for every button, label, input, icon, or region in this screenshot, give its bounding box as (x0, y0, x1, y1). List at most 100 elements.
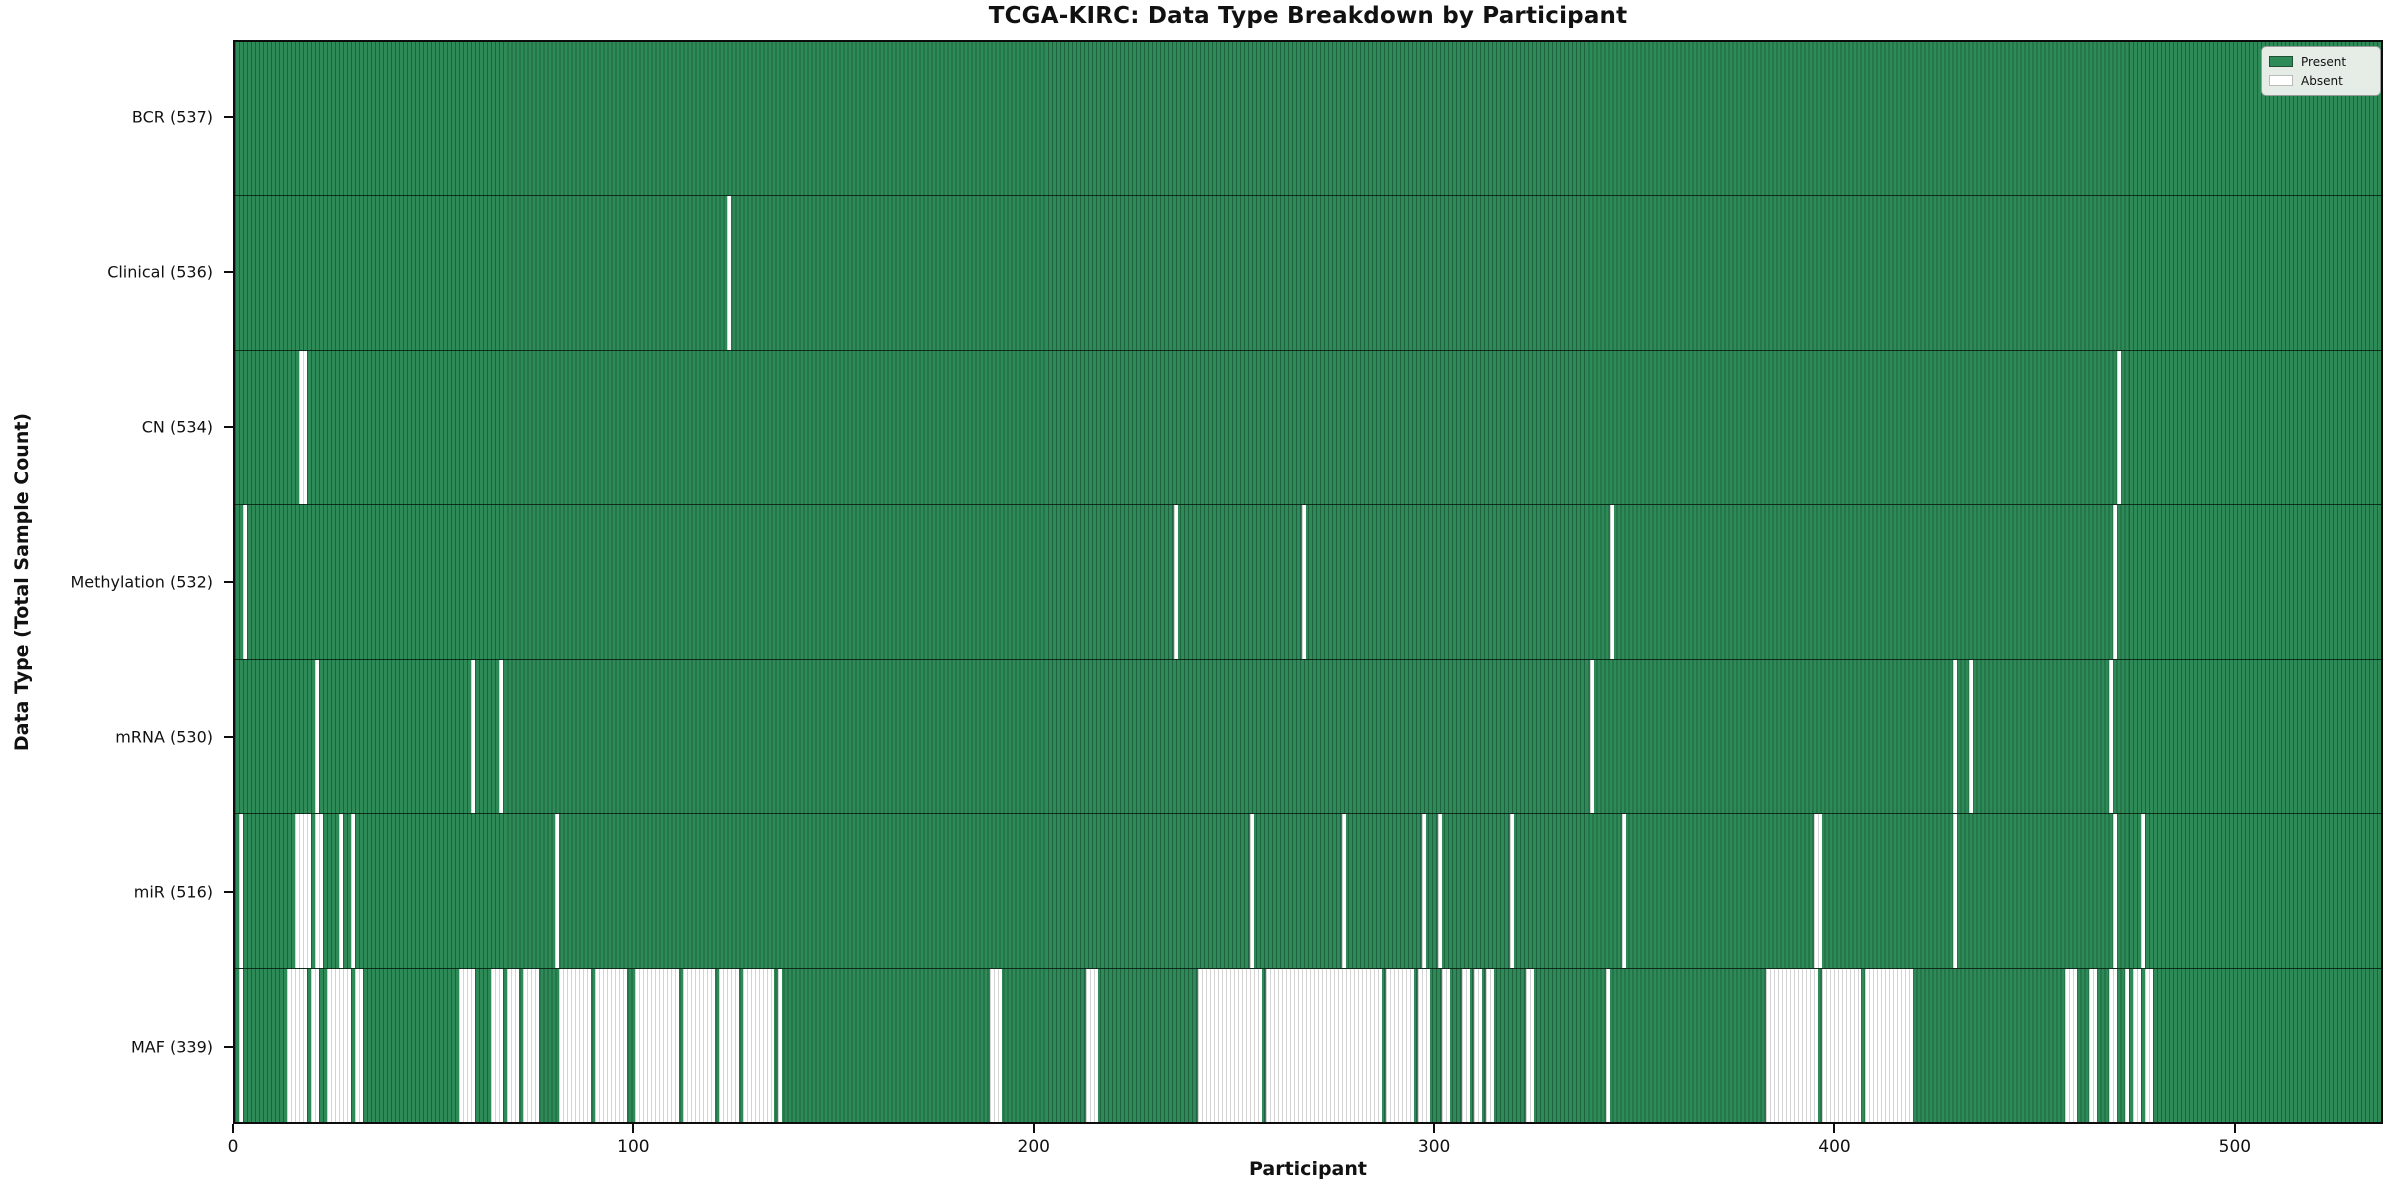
absent-stripe (1086, 968, 1099, 1122)
absent-stripe (2065, 968, 2078, 1122)
y-tick-mark (224, 116, 233, 119)
y-tick-label-cn: CN (534) (141, 417, 213, 437)
plot-area (233, 40, 2383, 1124)
x-tick-label-0: 0 (227, 1137, 239, 1157)
legend: Present Absent (2261, 46, 2381, 96)
y-tick-mark (224, 581, 233, 583)
absent-stripe (1813, 814, 1822, 968)
absent-stripe (1589, 659, 1594, 814)
absent-stripe (1609, 505, 1614, 659)
absent-stripe (294, 814, 311, 968)
absent-stripe (1417, 968, 1430, 1122)
y-tick-mark (224, 426, 233, 429)
absent-stripe (506, 968, 519, 1122)
absent-stripe (1174, 505, 1179, 659)
absent-stripe (718, 968, 739, 1122)
absent-stripe (1461, 968, 1470, 1122)
x-tick-mark (632, 1124, 635, 1133)
absent-stripe (1485, 968, 1494, 1122)
row-cn (235, 349, 2381, 505)
row-mir (235, 813, 2381, 968)
absent-stripe (314, 814, 323, 968)
row-bcr (235, 42, 2381, 196)
y-tick-mark (224, 890, 233, 893)
absent-stripe (1605, 968, 1610, 1122)
absent-stripe (2113, 814, 2118, 968)
y-tick-label-clinical: Clinical (536) (107, 262, 213, 282)
absent-stripe (458, 968, 475, 1122)
x-tick-label-300: 300 (1417, 1137, 1451, 1157)
absent-stripe (1969, 659, 1974, 814)
absent-stripe (1441, 968, 1450, 1122)
absent-stripe (314, 659, 319, 814)
row-maf (235, 967, 2381, 1122)
y-tick-label-maf: MAF (339) (130, 1037, 213, 1057)
absent-stripe (242, 505, 247, 659)
absent-stripe (286, 968, 307, 1122)
absent-stripe (298, 350, 307, 505)
absent-stripe (1341, 814, 1346, 968)
absent-stripe (354, 968, 363, 1122)
absent-swatch-icon (2269, 75, 2293, 86)
absent-stripe (522, 968, 539, 1122)
y-tick-label-bcr: BCR (537) (131, 107, 213, 127)
absent-stripe (326, 968, 351, 1122)
absent-stripe (2113, 505, 2118, 659)
absent-stripe (2117, 350, 2122, 505)
absent-stripe (1302, 505, 1306, 659)
legend-label-present: Present (2301, 54, 2347, 69)
absent-stripe (1953, 659, 1958, 814)
absent-stripe (1473, 968, 1482, 1122)
absent-stripe (2109, 659, 2114, 814)
absent-stripe (778, 968, 783, 1122)
x-tick-label-200: 200 (1017, 1137, 1050, 1157)
absent-stripe (1437, 814, 1442, 968)
legend-entry-present: Present (2269, 52, 2373, 71)
row-clinical (235, 195, 2381, 350)
absent-stripe (1821, 968, 1862, 1122)
absent-stripe (726, 196, 731, 350)
x-tick-mark (232, 1124, 234, 1133)
x-tick-label-400: 400 (1818, 1137, 1851, 1157)
absent-stripe (1621, 814, 1626, 968)
absent-stripe (350, 814, 355, 968)
absent-stripe (634, 968, 679, 1122)
y-tick-label-mir: miR (516) (133, 882, 213, 902)
absent-stripe (990, 968, 1003, 1122)
absent-stripe (490, 968, 503, 1122)
chart-title: TCGA-KIRC: Data Type Breakdown by Partic… (988, 3, 1628, 29)
absent-stripe (2141, 814, 2146, 968)
x-axis-title: Participant (1248, 1158, 1367, 1180)
absent-stripe (1765, 968, 1818, 1122)
absent-stripe (2109, 968, 2118, 1122)
absent-stripe (238, 814, 243, 968)
y-tick-label-methylation: Methylation (532) (70, 572, 213, 592)
absent-stripe (498, 659, 503, 814)
y-tick-label-mrna: mRNA (530) (115, 727, 213, 747)
absent-stripe (558, 968, 591, 1122)
absent-stripe (238, 968, 243, 1122)
absent-stripe (470, 659, 475, 814)
absent-stripe (1865, 968, 1914, 1122)
absent-stripe (742, 968, 775, 1122)
absent-stripe (1250, 814, 1255, 968)
x-tick-label-500: 500 (2218, 1137, 2252, 1157)
y-tick-mark (224, 735, 233, 738)
x-tick-label-100: 100 (617, 1137, 650, 1157)
y-tick-mark (224, 1045, 233, 1048)
absent-stripe (1525, 968, 1534, 1122)
x-tick-mark (1032, 1124, 1035, 1133)
absent-stripe (554, 814, 559, 968)
absent-stripe (2133, 968, 2142, 1122)
row-mrna (235, 658, 2381, 814)
absent-stripe (338, 814, 343, 968)
legend-entry-absent: Absent (2269, 71, 2373, 90)
y-axis: BCR (537) Clinical (536) CN (534) Methylati… (0, 40, 233, 1124)
absent-stripe (1385, 968, 1414, 1122)
absent-stripe (2145, 968, 2154, 1122)
row-methylation (235, 504, 2381, 659)
absent-stripe (1509, 814, 1514, 968)
absent-stripe (1953, 814, 1958, 968)
x-axis: 0 100 200 300 400 500 (228, 1124, 2383, 1164)
